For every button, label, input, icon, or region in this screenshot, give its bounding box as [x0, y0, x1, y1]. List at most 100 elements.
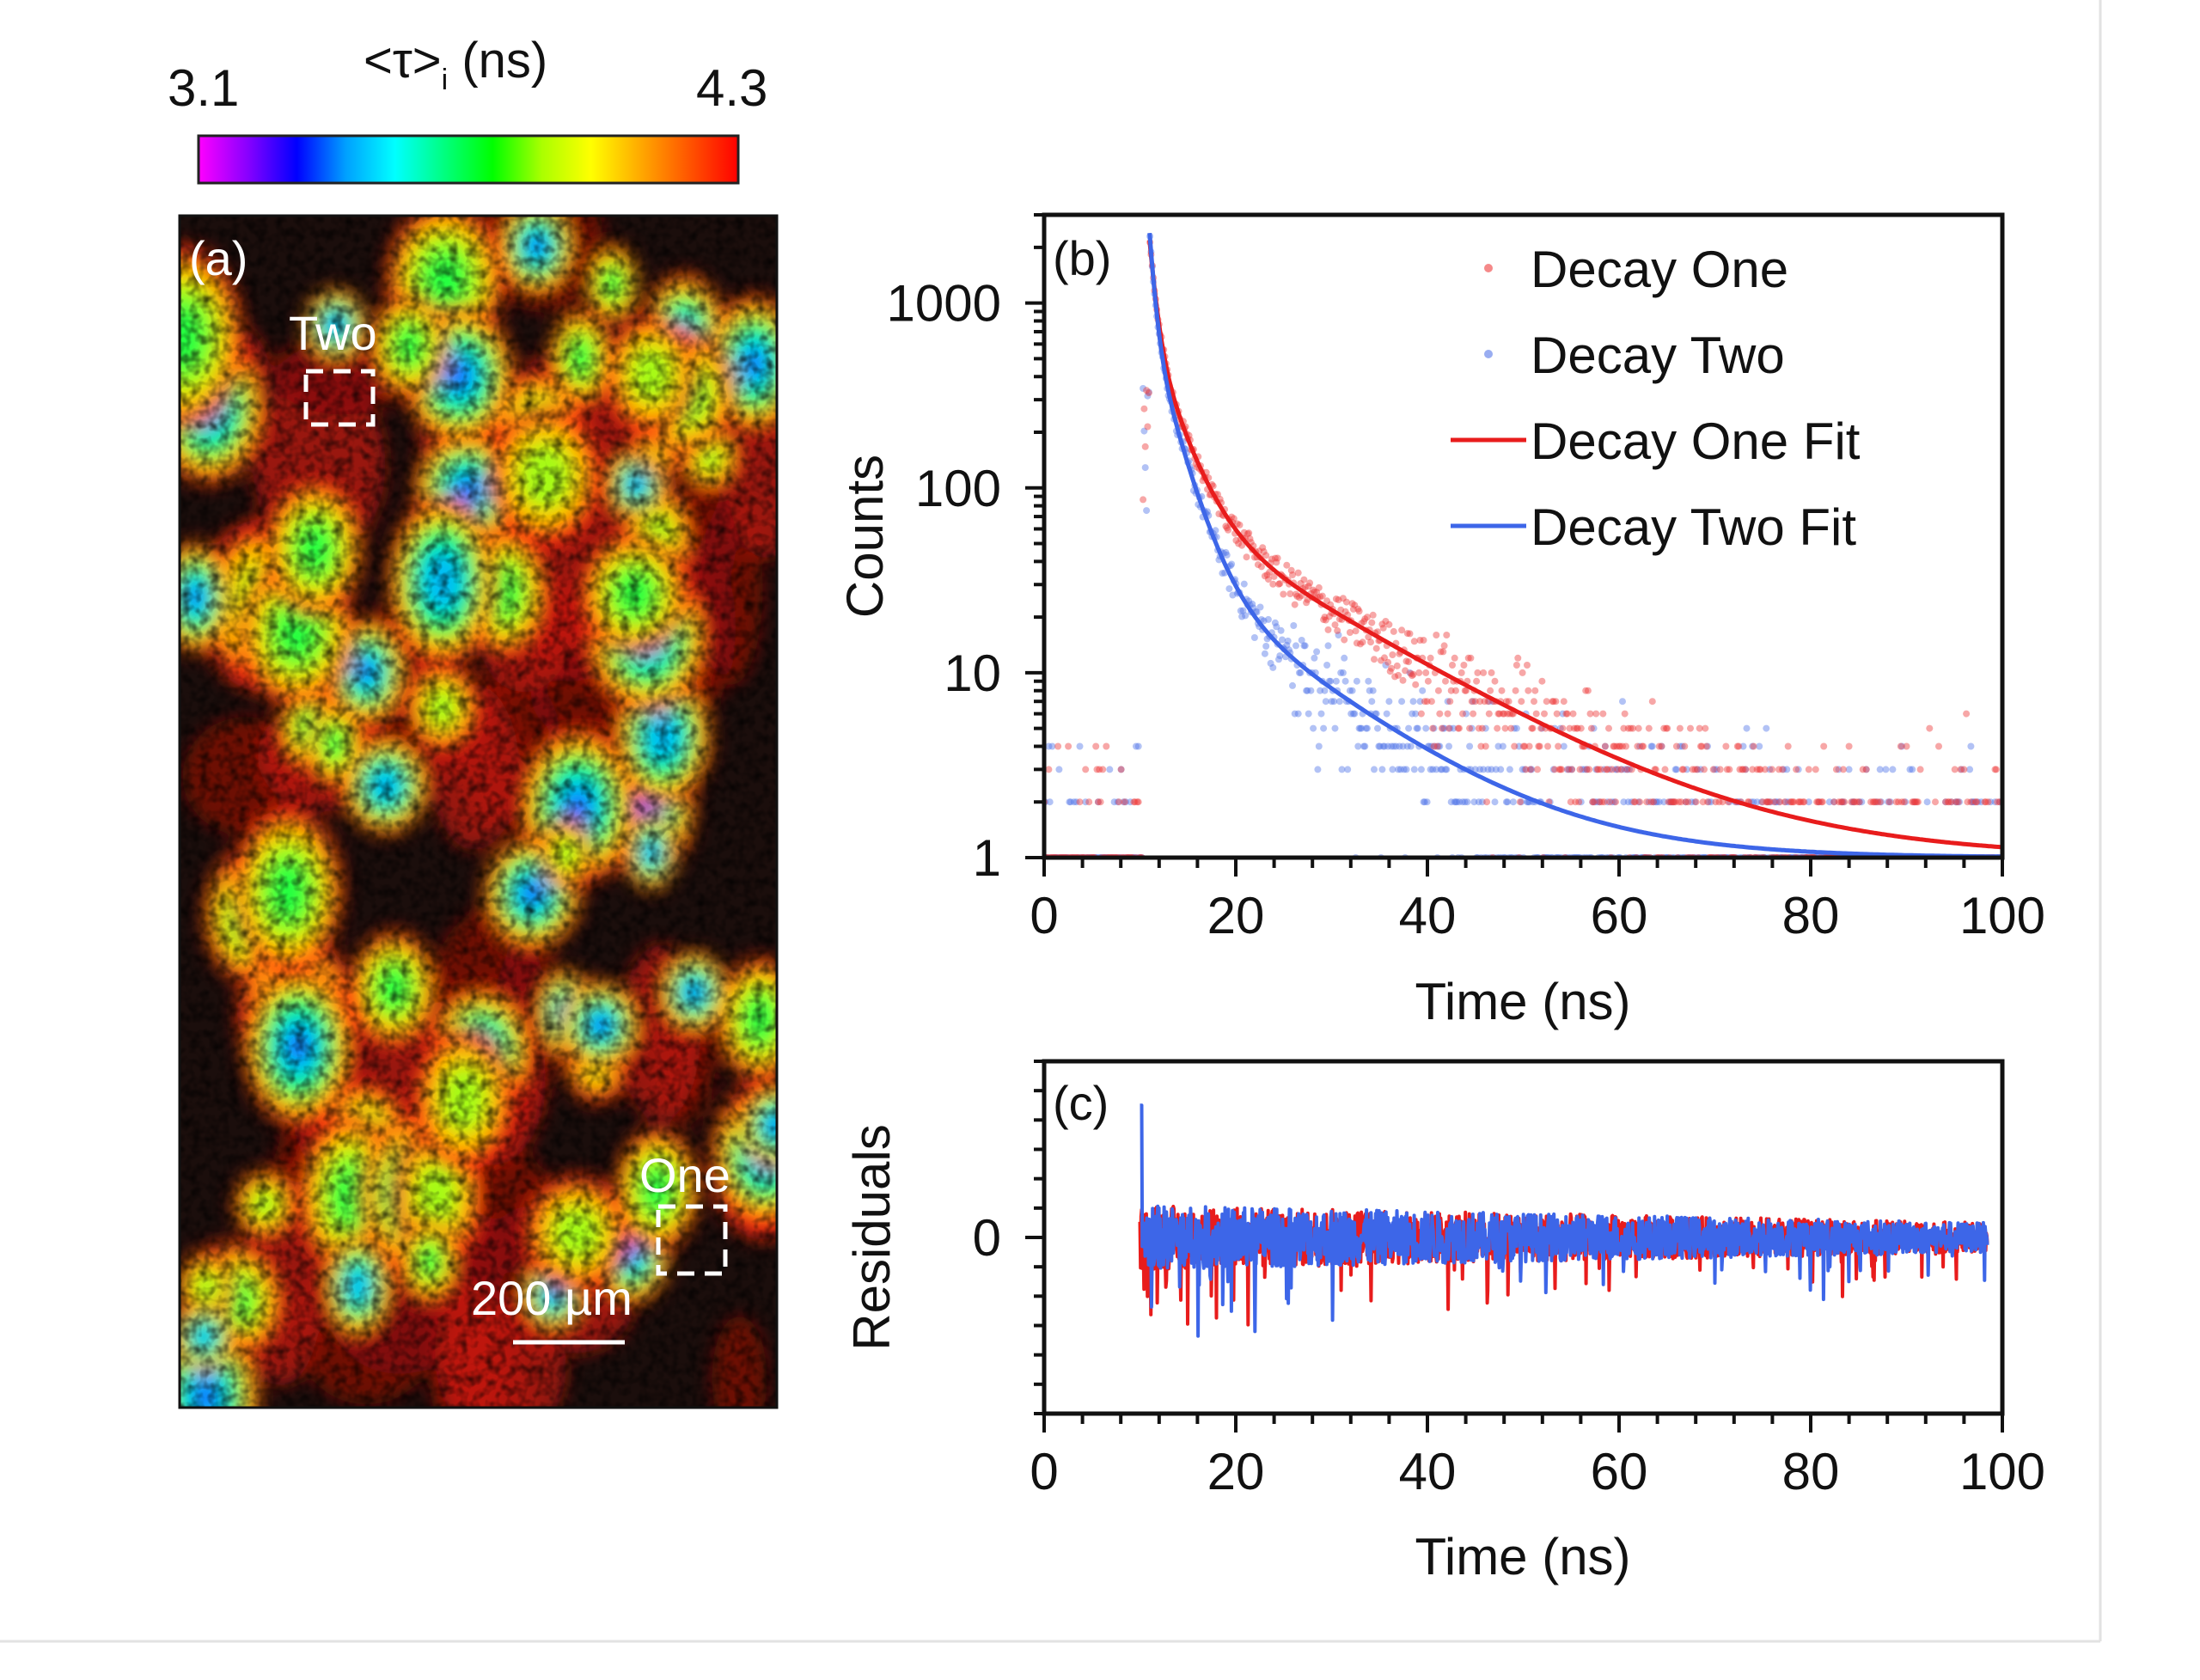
decay-point: [1682, 798, 1690, 806]
decay-point: [1567, 798, 1574, 806]
decay-point: [1054, 742, 1062, 750]
decay-point: [1283, 561, 1291, 569]
decay-point: [1339, 595, 1347, 602]
decay-point: [1436, 742, 1444, 750]
decay-point: [1898, 742, 1906, 750]
decay-point: [1713, 766, 1720, 773]
decay-point: [1538, 677, 1546, 685]
decay-point: [1750, 742, 1757, 750]
decay-point: [1687, 724, 1694, 732]
decay-point: [1417, 766, 1425, 773]
decay-point: [1294, 569, 1302, 577]
residuals-chart-ylabel: Residuals: [843, 1124, 901, 1350]
decay-point: [1270, 572, 1278, 580]
decay-point: [1575, 798, 1583, 806]
decay-point: [1145, 389, 1152, 397]
decay-point: [1222, 548, 1230, 556]
decay-point: [1511, 742, 1519, 750]
decay-point: [1378, 766, 1386, 773]
decay-point: [1379, 624, 1387, 632]
decay-point: [1957, 766, 1965, 773]
decay-point: [1066, 798, 1074, 806]
decay-point: [1349, 605, 1357, 613]
decay-point: [1476, 698, 1484, 706]
decay-point: [1580, 766, 1588, 773]
decay-point: [1492, 766, 1500, 773]
decay-point: [1509, 798, 1517, 806]
decay-point: [1413, 724, 1421, 732]
x-tick-label: 100: [1959, 887, 2045, 944]
decay-point: [1458, 669, 1465, 676]
decay-point: [1951, 766, 1959, 773]
decay-point: [1045, 766, 1053, 773]
decay-point: [1966, 766, 1974, 773]
decay-point: [1671, 798, 1678, 806]
decay-point: [1767, 798, 1775, 806]
decay-point: [1991, 766, 1999, 773]
decay-point: [1395, 671, 1402, 679]
decay-point: [1130, 798, 1138, 806]
decay-point: [1753, 766, 1761, 773]
decay-point: [1563, 766, 1571, 773]
decay-point: [1956, 798, 1963, 806]
decay-point: [1973, 798, 1981, 806]
decay-point: [1583, 766, 1591, 773]
decay-point: [1916, 766, 1924, 773]
decay-point: [1793, 766, 1800, 773]
decay-point: [1485, 710, 1493, 718]
decay-point: [1694, 766, 1701, 773]
decay-point: [1763, 798, 1770, 806]
decay-point: [1756, 766, 1763, 773]
decay-point: [1984, 798, 1992, 806]
decay-point: [1271, 619, 1279, 626]
decay-point: [1903, 742, 1910, 750]
decay-point: [1562, 710, 1570, 718]
decay-point: [1759, 798, 1767, 806]
decay-point: [1601, 742, 1609, 750]
decay-point: [1229, 591, 1237, 599]
decay-point: [1555, 742, 1562, 750]
decay-point: [1601, 742, 1609, 750]
decay-point: [1895, 798, 1903, 806]
decay-point: [1076, 742, 1084, 750]
decay-point: [1855, 798, 1863, 806]
decay-point: [1696, 724, 1703, 732]
decay-point: [1855, 798, 1863, 806]
decay-point: [1315, 742, 1323, 750]
decay-point: [1365, 633, 1372, 641]
decay-point: [1409, 670, 1417, 678]
decay-point: [1636, 798, 1644, 806]
decay-point: [1499, 742, 1506, 750]
decay-point: [1072, 798, 1080, 806]
decay-point: [1756, 742, 1763, 750]
decay-point: [1406, 630, 1414, 638]
decay-point: [1572, 798, 1580, 806]
decay-point: [1660, 798, 1668, 806]
decay-point: [1331, 621, 1339, 629]
decay-point: [1579, 766, 1586, 773]
decay-point: [1638, 742, 1646, 750]
decay-point: [1967, 742, 1975, 750]
decay-point: [1563, 710, 1571, 718]
decay-point: [1045, 742, 1053, 750]
decay-point: [1232, 536, 1240, 544]
decay-point: [1544, 742, 1551, 750]
decay-point: [1815, 798, 1823, 806]
decay-point: [1617, 766, 1625, 773]
decay-point: [1590, 798, 1598, 806]
decay-point: [1301, 642, 1309, 650]
legend-item: Decay One Fit: [1451, 412, 1861, 470]
decay-point: [1960, 766, 1968, 773]
decay-point: [1952, 798, 1959, 806]
decay-point: [1549, 766, 1557, 773]
legend-label: Decay One Fit: [1531, 412, 1861, 470]
decay-point: [1427, 766, 1434, 773]
decay-point: [1106, 766, 1114, 773]
flim-noise-overlay: [180, 216, 777, 1408]
decay-point: [1568, 766, 1576, 773]
residuals-chart: 0 20 40 60 80 100 0 (c) Time (ns) Residuals: [843, 1059, 2045, 1585]
decay-point: [1351, 710, 1359, 718]
decay-point: [1143, 507, 1151, 515]
decay-point: [1518, 698, 1525, 706]
decay-point: [1565, 766, 1573, 773]
